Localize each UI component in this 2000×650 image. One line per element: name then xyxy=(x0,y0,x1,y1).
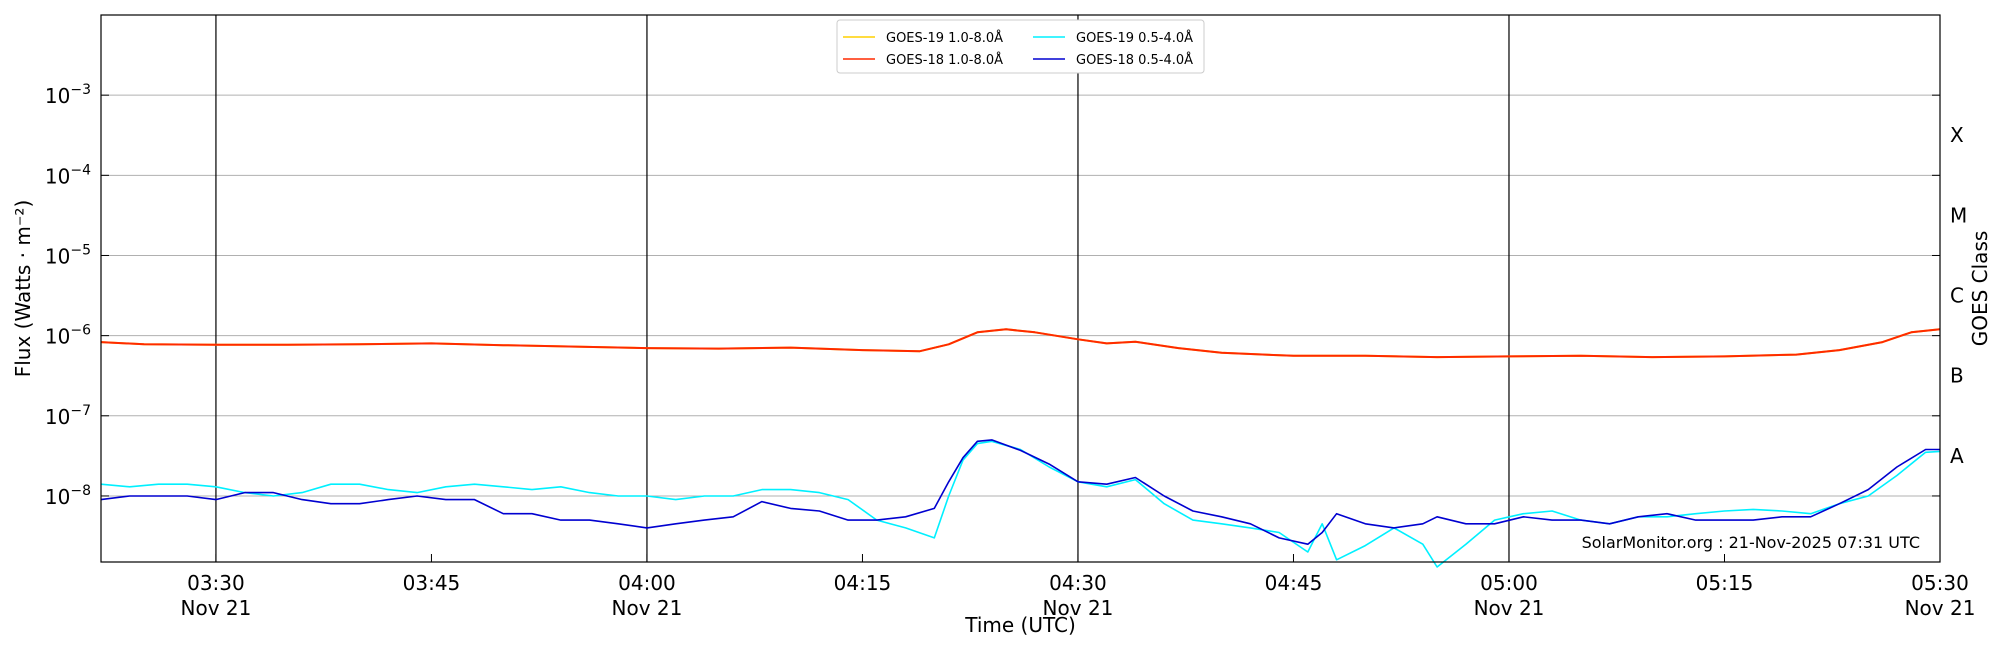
x-tick-date-label: Nov 21 xyxy=(1905,596,1976,620)
x-tick-label: 05:00 xyxy=(1480,571,1538,595)
x-tick-date-label: Nov 21 xyxy=(181,596,252,620)
x-tick-date-label: Nov 21 xyxy=(1474,596,1545,620)
x-tick-label: 03:30 xyxy=(187,571,245,595)
legend-label-2: GOES-18 1.0-8.0Å xyxy=(886,52,1003,68)
legend-label-1: GOES-19 1.0-8.0Å xyxy=(886,30,1003,46)
vertical-day-lines xyxy=(215,15,1510,562)
series-line-4 xyxy=(100,439,1940,546)
goes-class-m: M xyxy=(1950,203,1967,227)
legend-label-3: GOES-19 0.5-4.0Å xyxy=(1076,30,1193,46)
x-tick-label: 04:15 xyxy=(834,571,892,595)
legend-box xyxy=(836,19,1205,74)
x-tick-label: 05:30 xyxy=(1911,571,1969,595)
goes-class-labels: X M C B A xyxy=(1950,123,1967,468)
y-axis-title: Flux (Watts · m⁻²) xyxy=(11,200,35,378)
goes-class-x: X xyxy=(1950,123,1964,147)
x-tick-date-label: Nov 21 xyxy=(612,596,683,620)
plot-frame xyxy=(100,14,1941,563)
y-tick-label: 10−4 xyxy=(45,162,91,188)
x-tick-label: 04:30 xyxy=(1049,571,1107,595)
x-axis-title: Time (UTC) xyxy=(964,613,1076,637)
x-tick-label: 04:45 xyxy=(1265,571,1323,595)
series-line-2 xyxy=(100,328,1941,359)
legend: GOES-19 1.0-8.0Å GOES-18 1.0-8.0Å GOES-19 … xyxy=(836,19,1205,74)
x-tick-date-label: Nov 21 xyxy=(1043,596,1114,620)
goes-class-a: A xyxy=(1950,444,1964,468)
y-tick-label: 10−3 xyxy=(45,82,91,108)
solarmonitor-watermark: SolarMonitor.org : 21-Nov-2025 07:31 UTC xyxy=(1582,533,1920,552)
goes-class-c: C xyxy=(1950,284,1964,308)
y-tick-label: 10−6 xyxy=(45,323,91,349)
y-tick-label: 10−7 xyxy=(45,403,91,429)
legend-label-4: GOES-18 0.5-4.0Å xyxy=(1076,52,1193,68)
grid-layer xyxy=(101,94,1940,497)
y-tick-label: 10−5 xyxy=(45,242,91,268)
series-layer xyxy=(100,328,1941,568)
x-tick-label: 03:45 xyxy=(403,571,461,595)
y-axis-ticks: 10−8 10−7 10−6 10−5 10−4 10−3 xyxy=(45,82,1940,509)
x-tick-label: 04:00 xyxy=(618,571,676,595)
y-tick-label: 10−8 xyxy=(45,483,91,509)
goes-class-b: B xyxy=(1950,364,1964,388)
goes-class-axis-title: GOES Class xyxy=(1968,231,1992,347)
x-tick-label: 05:15 xyxy=(1696,571,1754,595)
